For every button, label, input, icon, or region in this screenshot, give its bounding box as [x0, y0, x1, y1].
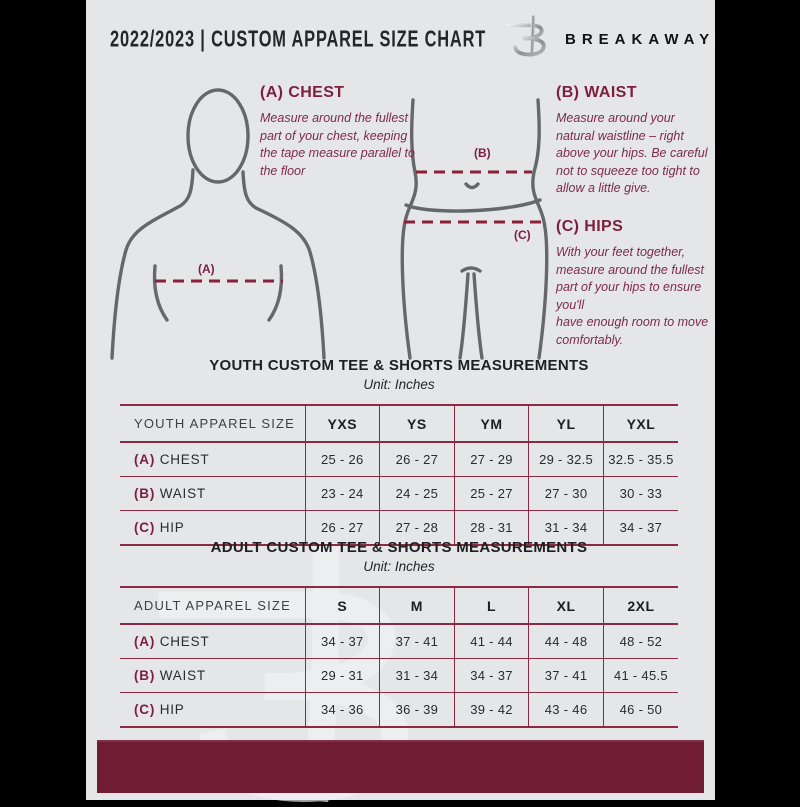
hips-instructions: (C) HIPS With your feet together, measur… — [556, 218, 714, 349]
size-range-cell: 29 - 32.5 — [528, 442, 604, 477]
size-chart-page: 2022/2023 | CUSTOM APPAREL SIZE CHART BR… — [86, 0, 716, 803]
size-range-cell: 31 - 34 — [379, 658, 455, 693]
size-range-cell: 30 - 33 — [602, 476, 678, 511]
chest-instructions: (A) CHEST Measure around the fullest par… — [260, 84, 420, 180]
waist-line-label: (B) — [474, 146, 491, 160]
footer-accent-bar — [97, 740, 704, 793]
waist-body: Measure around your natural waistline – … — [556, 111, 708, 195]
size-column-header: YM — [453, 405, 529, 443]
size-range-cell: 25 - 26 — [304, 442, 380, 477]
table-row: (A) CHEST 34 - 37 37 - 41 41 - 44 44 - 48 48 … — [120, 624, 678, 659]
size-range-cell: 34 - 37 — [453, 658, 529, 693]
size-range-cell: 34 - 36 — [304, 692, 380, 727]
size-range-cell: 36 - 39 — [379, 692, 455, 727]
size-column-header: YS — [379, 405, 455, 443]
row-key-label: (C) — [134, 702, 156, 717]
row-key-label: (A) — [134, 634, 156, 649]
size-range-cell: 37 - 41 — [528, 658, 604, 693]
size-range-cell: 32.5 - 35.5 — [602, 442, 678, 477]
size-range-cell: 27 - 29 — [453, 442, 529, 477]
chest-line-label: (A) — [198, 262, 215, 276]
size-column-header: L — [453, 587, 529, 625]
youth-table-title: YOUTH CUSTOM TEE & SHORTS MEASUREMENTS — [209, 357, 589, 374]
chest-body: Measure around the fullest part of your … — [260, 111, 415, 178]
size-range-cell: 29 - 31 — [304, 658, 380, 693]
measurement-label-cell: (A) CHEST — [120, 442, 305, 477]
row-key-label: (A) — [134, 452, 156, 467]
row-key-label: (B) — [134, 668, 156, 683]
size-range-cell: 44 - 48 — [528, 624, 604, 659]
size-range-cell: 26 - 27 — [304, 510, 380, 545]
size-column-header: YL — [528, 405, 604, 443]
row-key-label: (B) — [134, 486, 156, 501]
hips-body-line1: With your feet together, measure around … — [556, 245, 705, 312]
size-range-cell: 28 - 31 — [453, 510, 529, 545]
adult-table-unit: Unit: Inches — [363, 559, 435, 574]
waist-heading: (B) WAIST — [556, 84, 637, 101]
table-row: (B) WAIST 23 - 24 24 - 25 25 - 27 27 - 30 30 … — [120, 476, 678, 511]
hip-line-label: (C) — [514, 228, 531, 242]
table-row: (C) HIP 26 - 27 27 - 28 28 - 31 31 - 34 34 - … — [120, 510, 678, 545]
row-key-label: (C) — [134, 520, 156, 535]
size-column-header: XL — [528, 587, 604, 625]
page-title: 2022/2023 | CUSTOM APPAREL SIZE CHART — [110, 27, 487, 53]
adult-size-table: ADULT APPAREL SIZE S M L XL 2XL (A) CHEST 34 -… — [120, 586, 678, 728]
size-range-cell: 39 - 42 — [453, 692, 529, 727]
table-row: (A) CHEST 25 - 26 26 - 27 27 - 29 29 - 32.5 3… — [120, 442, 678, 477]
youth-size-table: YOUTH APPAREL SIZE YXS YS YM YL YXL (A) CHEST… — [120, 404, 678, 546]
adult-table-header-row: ADULT APPAREL SIZE S M L XL 2XL — [120, 587, 678, 625]
youth-measurements-section: YOUTH CUSTOM TEE & SHORTS MEASUREMENTS U… — [120, 356, 678, 546]
measurement-label-cell: (A) CHEST — [120, 624, 305, 659]
size-range-cell: 23 - 24 — [304, 476, 380, 511]
size-range-cell: 34 - 37 — [602, 510, 678, 545]
adult-measurements-section: ADULT CUSTOM TEE & SHORTS MEASUREMENTS U… — [120, 538, 678, 728]
apparel-size-column-header: YOUTH APPAREL SIZE — [120, 405, 305, 443]
measurement-label-cell: (C) HIP — [134, 520, 185, 535]
size-range-cell: 24 - 25 — [379, 476, 455, 511]
size-column-header: YXS — [304, 405, 380, 443]
size-range-cell: 34 - 37 — [304, 624, 380, 659]
size-column-header: 2XL — [602, 587, 678, 625]
breakaway-b-logo-icon — [506, 15, 552, 62]
adult-table-title: ADULT CUSTOM TEE & SHORTS MEASUREMENTS — [210, 539, 588, 556]
measurement-label-cell: (B) WAIST — [120, 658, 305, 693]
size-column-header: M — [379, 587, 455, 625]
size-range-cell: 27 - 30 — [528, 476, 604, 511]
apparel-size-column-header: ADULT APPAREL SIZE — [120, 587, 305, 625]
size-range-cell: 48 - 52 — [602, 624, 678, 659]
size-range-cell: 41 - 45.5 — [602, 658, 678, 693]
table-row: (C) HIP 34 - 36 36 - 39 39 - 42 43 - 46 46 - … — [120, 692, 678, 727]
hips-body-line2: have enough room to move comfortably. — [556, 315, 709, 347]
measurement-label-cell: (C) HIP — [134, 702, 185, 717]
chest-heading: (A) CHEST — [260, 84, 345, 101]
size-column-header: YXL — [602, 405, 678, 443]
size-range-cell: 26 - 27 — [379, 442, 455, 477]
youth-table-unit: Unit: Inches — [363, 377, 435, 392]
size-range-cell: 27 - 28 — [379, 510, 455, 545]
size-range-cell: 43 - 46 — [528, 692, 604, 727]
brand-name: BREAKAWAY — [565, 31, 716, 48]
youth-table-header-row: YOUTH APPAREL SIZE YXS YS YM YL YXL — [120, 405, 678, 443]
size-range-cell: 25 - 27 — [453, 476, 529, 511]
size-column-header: S — [304, 587, 380, 625]
waist-instructions: (B) WAIST Measure around your natural wa… — [556, 84, 708, 198]
size-range-cell: 37 - 41 — [379, 624, 455, 659]
table-row: (B) WAIST 29 - 31 31 - 34 34 - 37 37 - 41 41 … — [120, 658, 678, 693]
size-range-cell: 41 - 44 — [453, 624, 529, 659]
hips-heading: (C) HIPS — [556, 218, 624, 235]
size-range-cell: 46 - 50 — [602, 692, 678, 727]
size-range-cell: 31 - 34 — [528, 510, 604, 545]
measurement-label-cell: (B) WAIST — [120, 476, 305, 511]
